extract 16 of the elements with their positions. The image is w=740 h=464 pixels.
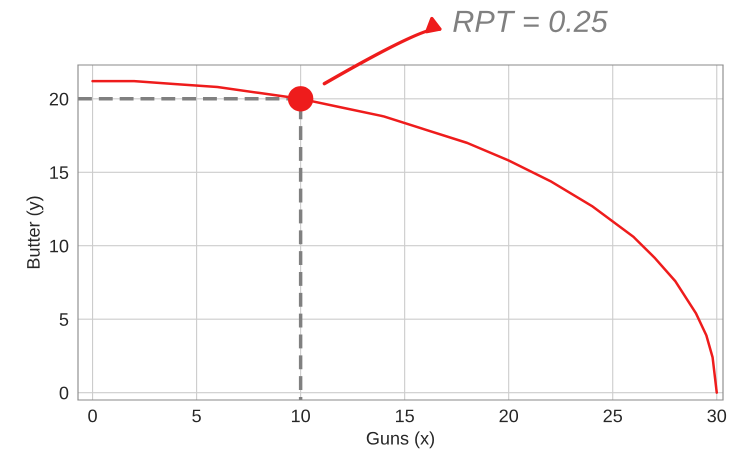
y-tick-label: 5: [60, 313, 68, 326]
y-tick-label: 10: [50, 240, 68, 252]
x-axis-title: Guns (x): [366, 431, 434, 448]
x-tick-label: 0: [88, 410, 97, 422]
y-tick-label: 20: [50, 92, 68, 106]
y-tick-label: 0: [60, 386, 68, 400]
x-tick-label: 10: [292, 410, 310, 422]
line-series: [91, 80, 718, 394]
y-tick-label: 15: [50, 166, 68, 179]
x-tick-label: 25: [604, 410, 622, 422]
x-tick-label: 20: [500, 410, 518, 422]
x-tick-label: 15: [396, 410, 414, 422]
x-tick-label: 5: [192, 410, 201, 422]
text: RPT = 0.25: [453, 10, 608, 32]
y-axis-title: Butter (y): [26, 196, 44, 268]
x-tick-label: 30: [707, 410, 726, 422]
